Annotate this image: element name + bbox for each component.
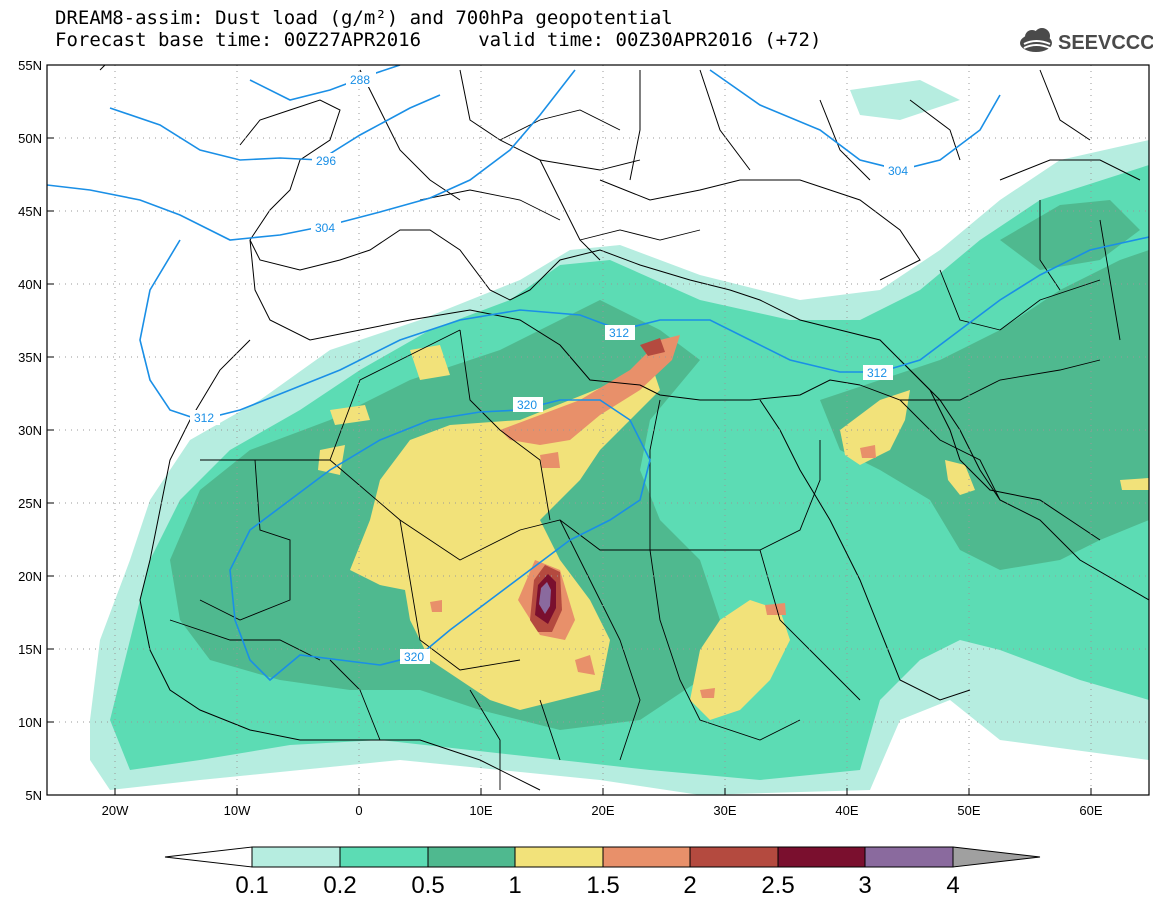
colorbar-segment (864, 846, 954, 868)
dust-region (330, 405, 370, 425)
colorbar-label: 0.1 (235, 872, 268, 899)
dust-region (430, 600, 442, 612)
contour-label: 320 (404, 650, 424, 664)
colorbar-segment (427, 846, 516, 868)
logo-wordmark: SEEVCCC (1058, 32, 1153, 54)
contour-label: 312 (609, 326, 629, 340)
lon-label: 50E (957, 803, 980, 818)
lat-label: 45N (18, 204, 42, 219)
colorbar-segment (952, 846, 1041, 868)
contour-label: 320 (517, 398, 537, 412)
contour-312 (139, 236, 1149, 421)
cloud-icon (1020, 28, 1052, 52)
colorbar-segment (602, 846, 691, 868)
colorbar-label: 4 (946, 872, 959, 899)
lat-label: 50N (18, 131, 42, 146)
colorbar-segment (339, 846, 429, 868)
colorbar-label: 1.5 (586, 872, 619, 899)
dust-region (850, 80, 960, 120)
map-title: DREAM8-assim: Dust load (g/m²) and 700hP… (55, 7, 673, 29)
lat-label: 15N (18, 642, 42, 657)
lat-label: 10N (18, 715, 42, 730)
borders (169, 109, 1121, 790)
dust-region (700, 688, 715, 698)
dust-field (90, 80, 1149, 795)
lon-label: 10W (224, 803, 251, 818)
dust-region (945, 460, 975, 495)
dust-region (765, 603, 786, 615)
colorbar (164, 846, 1041, 868)
colorbar-label: 3 (858, 872, 871, 899)
seevccc-logo: SEEVCCC (1018, 26, 1155, 56)
dust-region (840, 390, 910, 465)
contour-label: 312 (194, 411, 214, 425)
map-subtitle: Forecast base time: 00Z27APR2016 valid t… (55, 29, 822, 51)
dust-region (500, 335, 680, 445)
dust-region (350, 360, 660, 710)
latitude-labels: 55N 50N 45N 40N 35N 30N 25N 20N 15N 10N … (18, 58, 42, 803)
lat-label: 55N (18, 58, 42, 73)
colorbar-label: 0.5 (411, 872, 444, 899)
colorbar-segment (689, 846, 779, 868)
colorbar-label: 2.5 (761, 872, 794, 899)
lat-label: 5N (25, 788, 42, 803)
contour-labels: 288 296 304 304 312 312 312 320 320 (190, 72, 914, 664)
lat-label: 20N (18, 569, 42, 584)
lat-label: 30N (18, 423, 42, 438)
dust-region (820, 250, 1149, 570)
lon-label: 30E (713, 803, 736, 818)
contour-304-east (709, 69, 1001, 171)
contour-label: 304 (888, 164, 908, 178)
colorbar-segment (514, 846, 604, 868)
dust-region (640, 338, 665, 356)
longitude-labels: 20W 10W 0 10E 20E 30E 40E 50E 60E (102, 803, 1103, 818)
dust-region (410, 345, 450, 380)
graticule (47, 65, 1149, 795)
coastlines (99, 65, 1149, 791)
lat-label: 35N (18, 350, 42, 365)
colorbar-label: 0.2 (323, 872, 356, 899)
axis-ticks (47, 64, 1092, 795)
dust-region (690, 600, 790, 720)
contour-label: 296 (316, 154, 336, 168)
lon-label: 20E (591, 803, 614, 818)
contour-label: 304 (315, 221, 335, 235)
lon-label: 20W (102, 803, 129, 818)
lat-label: 40N (18, 277, 42, 292)
dust-region (575, 655, 595, 675)
colorbar-labels: 0.1 0.2 0.5 1 1.5 2 2.5 3 4 (235, 872, 959, 899)
colorbar-label: 1 (508, 872, 521, 899)
colorbar-segment (777, 846, 866, 868)
contour-296 (109, 94, 441, 161)
contour-label: 312 (867, 366, 887, 380)
contour-288 (249, 65, 401, 101)
colorbar-label: 2 (683, 872, 696, 899)
lon-label: 40E (835, 803, 858, 818)
dust-region (540, 452, 560, 468)
dust-region (539, 582, 551, 614)
lon-label: 60E (1079, 803, 1102, 818)
dust-region (860, 445, 876, 458)
lat-label: 25N (18, 496, 42, 511)
dust-region (1120, 478, 1149, 490)
colorbar-segment (164, 846, 253, 868)
contour-label: 288 (350, 73, 370, 87)
colorbar-segment (251, 846, 341, 868)
lon-label: 0 (355, 803, 362, 818)
lon-label: 10E (469, 803, 492, 818)
